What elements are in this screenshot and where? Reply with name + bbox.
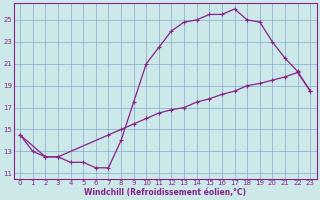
- X-axis label: Windchill (Refroidissement éolien,°C): Windchill (Refroidissement éolien,°C): [84, 188, 246, 197]
